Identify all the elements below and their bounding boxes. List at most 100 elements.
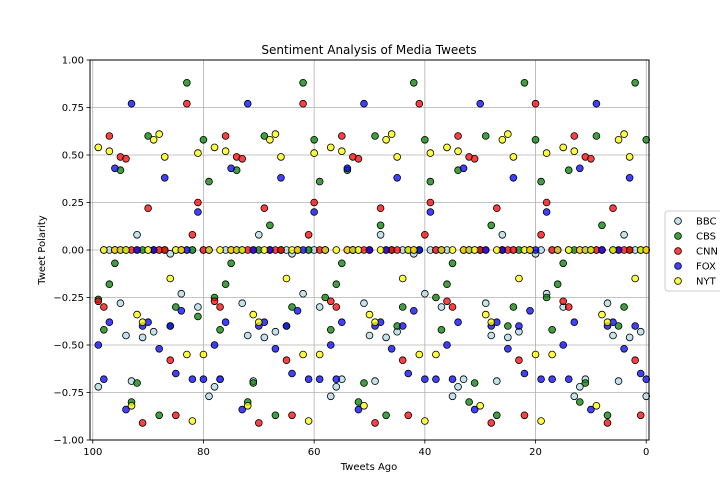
legend-label-fox: FOX [696,262,716,273]
data-point-bbc [238,299,247,308]
data-point-bbc [603,299,612,308]
data-point-cbs [509,303,518,311]
data-point-fox [559,341,568,349]
data-point-nyt [304,417,313,425]
data-point-cbs [598,221,606,230]
data-point-fox [199,375,208,384]
data-point-fox [570,318,579,327]
data-point-nyt [122,246,130,254]
data-point-fox [210,341,219,349]
data-point-fox [188,375,197,384]
data-point-cnn [531,99,540,108]
data-point-nyt [199,350,208,359]
data-point-fox [625,174,634,182]
data-point-nyt [371,318,379,327]
data-point-cnn [454,132,462,140]
data-point-cbs [581,379,590,387]
data-point-fox [470,405,479,414]
data-point-bbc [133,231,141,239]
data-point-cbs [271,411,280,420]
data-point-cbs [409,79,418,87]
data-point-fox [454,318,462,327]
data-point-bbc [492,377,501,385]
data-point-cbs [398,303,407,311]
legend-label-nyt: NYT [696,277,717,288]
data-point-nyt [127,401,136,410]
data-point-fox [249,246,258,254]
data-point-bbc [332,382,341,391]
data-point-cnn [371,419,379,427]
data-point-cnn [625,246,634,254]
data-point-fox [504,344,512,353]
data-point-cbs [111,259,119,268]
data-point-cbs [288,303,296,311]
data-point-nyt [426,149,435,157]
data-point-fox [426,208,435,216]
data-point-bbc [437,303,446,311]
data-point-cnn [282,356,291,365]
data-point-nyt [249,310,258,319]
data-point-bbc [360,299,368,308]
data-point-cnn [210,297,219,306]
data-point-cbs [448,259,457,268]
data-point-fox [105,318,114,327]
data-point-cnn [570,132,579,140]
data-point-cnn [122,155,130,163]
data-point-bbc [504,333,512,342]
data-point-cnn [393,246,401,254]
data-point-cnn [631,356,639,365]
data-point-nyt [326,143,335,152]
legend-marker-fox [674,262,682,270]
data-point-nyt [526,246,534,254]
data-point-nyt [609,246,617,254]
data-point-nyt [183,350,191,359]
data-point-cnn [376,204,385,213]
data-point-nyt [492,246,501,254]
data-point-cbs [266,221,274,230]
data-point-fox [576,164,584,173]
data-point-cbs [576,398,584,406]
data-point-bbc [498,231,507,239]
data-point-nyt [443,143,451,152]
data-point-cbs [221,280,230,289]
data-point-cnn [105,132,114,140]
data-point-cnn [160,246,169,254]
data-point-nyt [105,147,114,156]
data-point-fox [315,375,324,384]
data-point-bbc [487,331,496,340]
data-point-cbs [504,322,512,330]
data-point-nyt [332,246,341,254]
y-axis-label: Tweet Polarity [37,215,48,286]
data-point-cbs [249,379,258,387]
data-point-cbs [155,411,163,420]
data-point-cnn [260,204,269,213]
x-tick-label: 0 [643,447,649,458]
data-point-bbc [315,303,324,311]
data-point-bbc [194,303,202,311]
data-point-nyt [531,350,540,359]
data-point-nyt [299,350,307,359]
data-point-bbc [205,392,213,401]
data-point-fox [564,375,573,384]
data-point-cbs [631,79,639,87]
data-point-nyt [144,246,152,254]
data-point-cbs [371,132,379,140]
data-point-cnn [304,231,313,239]
data-point-cbs [332,280,341,289]
data-point-nyt [243,401,252,410]
data-point-nyt [277,153,285,161]
data-point-cbs [642,136,651,144]
data-point-nyt [315,350,324,359]
data-point-cnn [559,297,568,306]
data-point-bbc [243,331,252,340]
data-point-bbc [481,299,490,308]
data-point-cbs [421,136,429,144]
data-point-fox [354,405,363,414]
data-point-bbc [122,331,130,340]
data-point-fox [509,174,518,182]
data-point-nyt [587,246,595,254]
data-point-fox [111,164,119,173]
data-point-cbs [564,166,573,175]
data-point-cbs [465,398,473,406]
data-point-nyt [598,310,606,319]
